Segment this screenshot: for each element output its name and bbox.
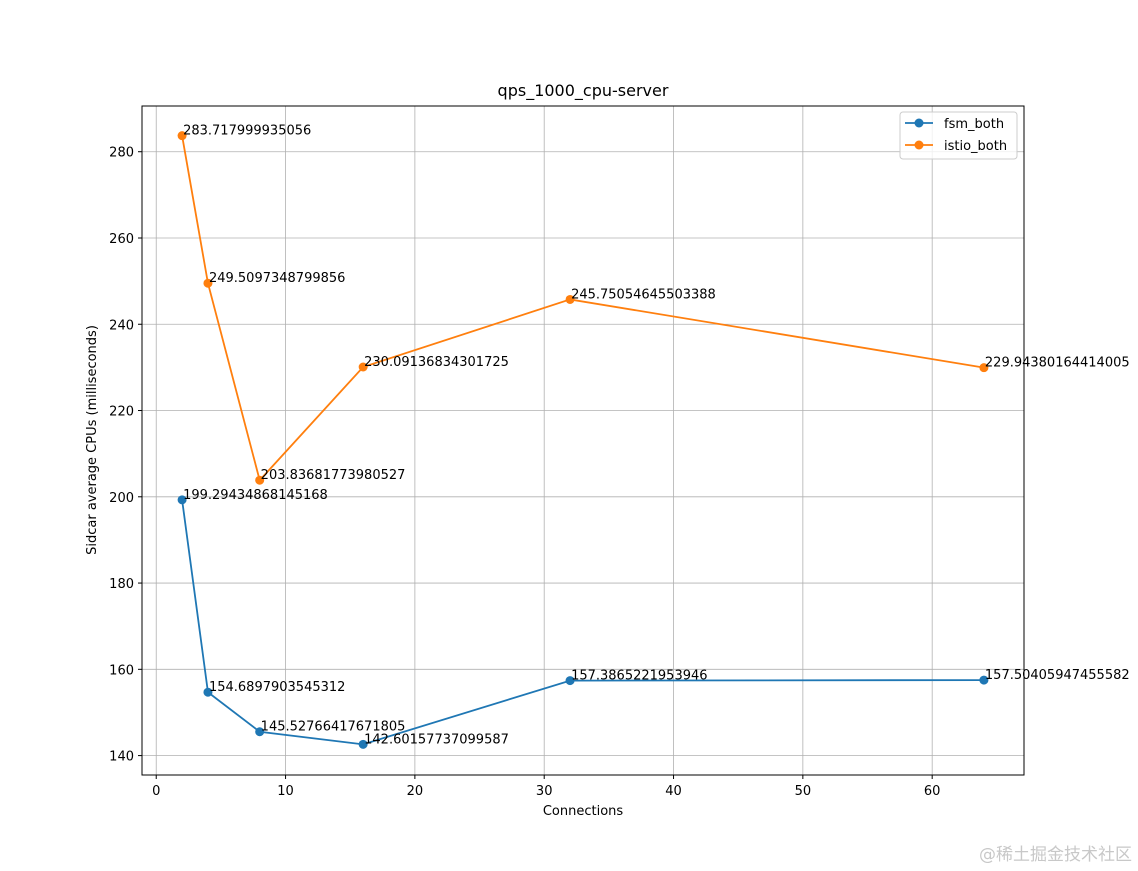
legend: fsm_both istio_both [899, 111, 1018, 160]
y-axis-ticks: 140 160 180 200 220 240 260 280 [109, 146, 142, 765]
istio_both-data-label: 229.94380164414005 [985, 356, 1130, 371]
x-axis-label: Connections [543, 804, 624, 819]
y-tick-label: 180 [109, 577, 134, 592]
grid-lines [142, 106, 1024, 775]
fsm_both-data-label: 157.50405947455582 [985, 668, 1130, 683]
istio_both-point [255, 475, 265, 485]
fsm_both-data-label: 145.52766417671805 [261, 720, 406, 735]
x-tick-label: 60 [924, 784, 941, 799]
series-group: 199.29434868145168 154.6897903545312 145.5… [177, 124, 1130, 749]
fsm_both-line [181, 499, 984, 746]
istio_both-point [565, 294, 575, 304]
fsm_both-data-label: 142.60157737099587 [364, 732, 509, 747]
y-axis-label: Sidcar average CPUs (milliseconds) [85, 325, 100, 555]
y-tick-label: 200 [109, 491, 134, 506]
istio_both-data-label: 249.5097348799856 [209, 271, 345, 286]
x-tick-label: 40 [665, 784, 682, 799]
x-tick-label: 10 [277, 784, 294, 799]
legend-label-istio_both: istio_both [944, 139, 1007, 154]
y-tick-label: 220 [109, 405, 134, 420]
fsm_both-data-label: 199.29434868145168 [183, 488, 328, 503]
istio_both-point [979, 363, 989, 373]
watermark: @稀土掘金技术社区 [979, 845, 1132, 865]
fsm_both-point [565, 676, 575, 686]
legend-marker-fsm_both [914, 118, 924, 128]
istio_both-data-label: 283.717999935056 [183, 124, 311, 139]
fsm_both-point [203, 687, 213, 697]
fsm_both-point [255, 727, 265, 737]
x-tick-label: 0 [152, 784, 160, 799]
fsm_both-point [358, 739, 368, 749]
istio_both-data-label: 245.75054645503388 [571, 287, 716, 302]
plot-frame [141, 105, 1025, 776]
y-tick-label: 280 [109, 146, 134, 161]
istio_both-line [181, 135, 985, 483]
x-axis-ticks: 0 10 20 30 40 50 60 [152, 775, 940, 799]
y-tick-label: 160 [109, 663, 134, 678]
chart-title: qps_1000_cpu-server [498, 81, 669, 101]
fsm_both-data-label: 157.3865221953946 [571, 669, 707, 684]
x-tick-label: 50 [795, 784, 812, 799]
fsm_both-point [177, 495, 187, 505]
istio_both-point [358, 362, 368, 372]
y-tick-label: 240 [109, 318, 134, 333]
istio_both-point [203, 278, 213, 288]
y-tick-label: 140 [109, 750, 134, 765]
istio_both-data-label: 203.83681773980527 [261, 468, 406, 483]
x-tick-label: 30 [536, 784, 553, 799]
legend-label-fsm_both: fsm_both [944, 117, 1004, 132]
fsm_both-data-label: 154.6897903545312 [209, 680, 345, 695]
legend-marker-istio_both [914, 140, 924, 150]
x-tick-label: 20 [407, 784, 424, 799]
istio_both-point [177, 131, 187, 141]
y-tick-label: 260 [109, 232, 134, 247]
fsm_both-point [979, 675, 989, 685]
istio_both-data-label: 230.09136834301725 [364, 355, 509, 370]
